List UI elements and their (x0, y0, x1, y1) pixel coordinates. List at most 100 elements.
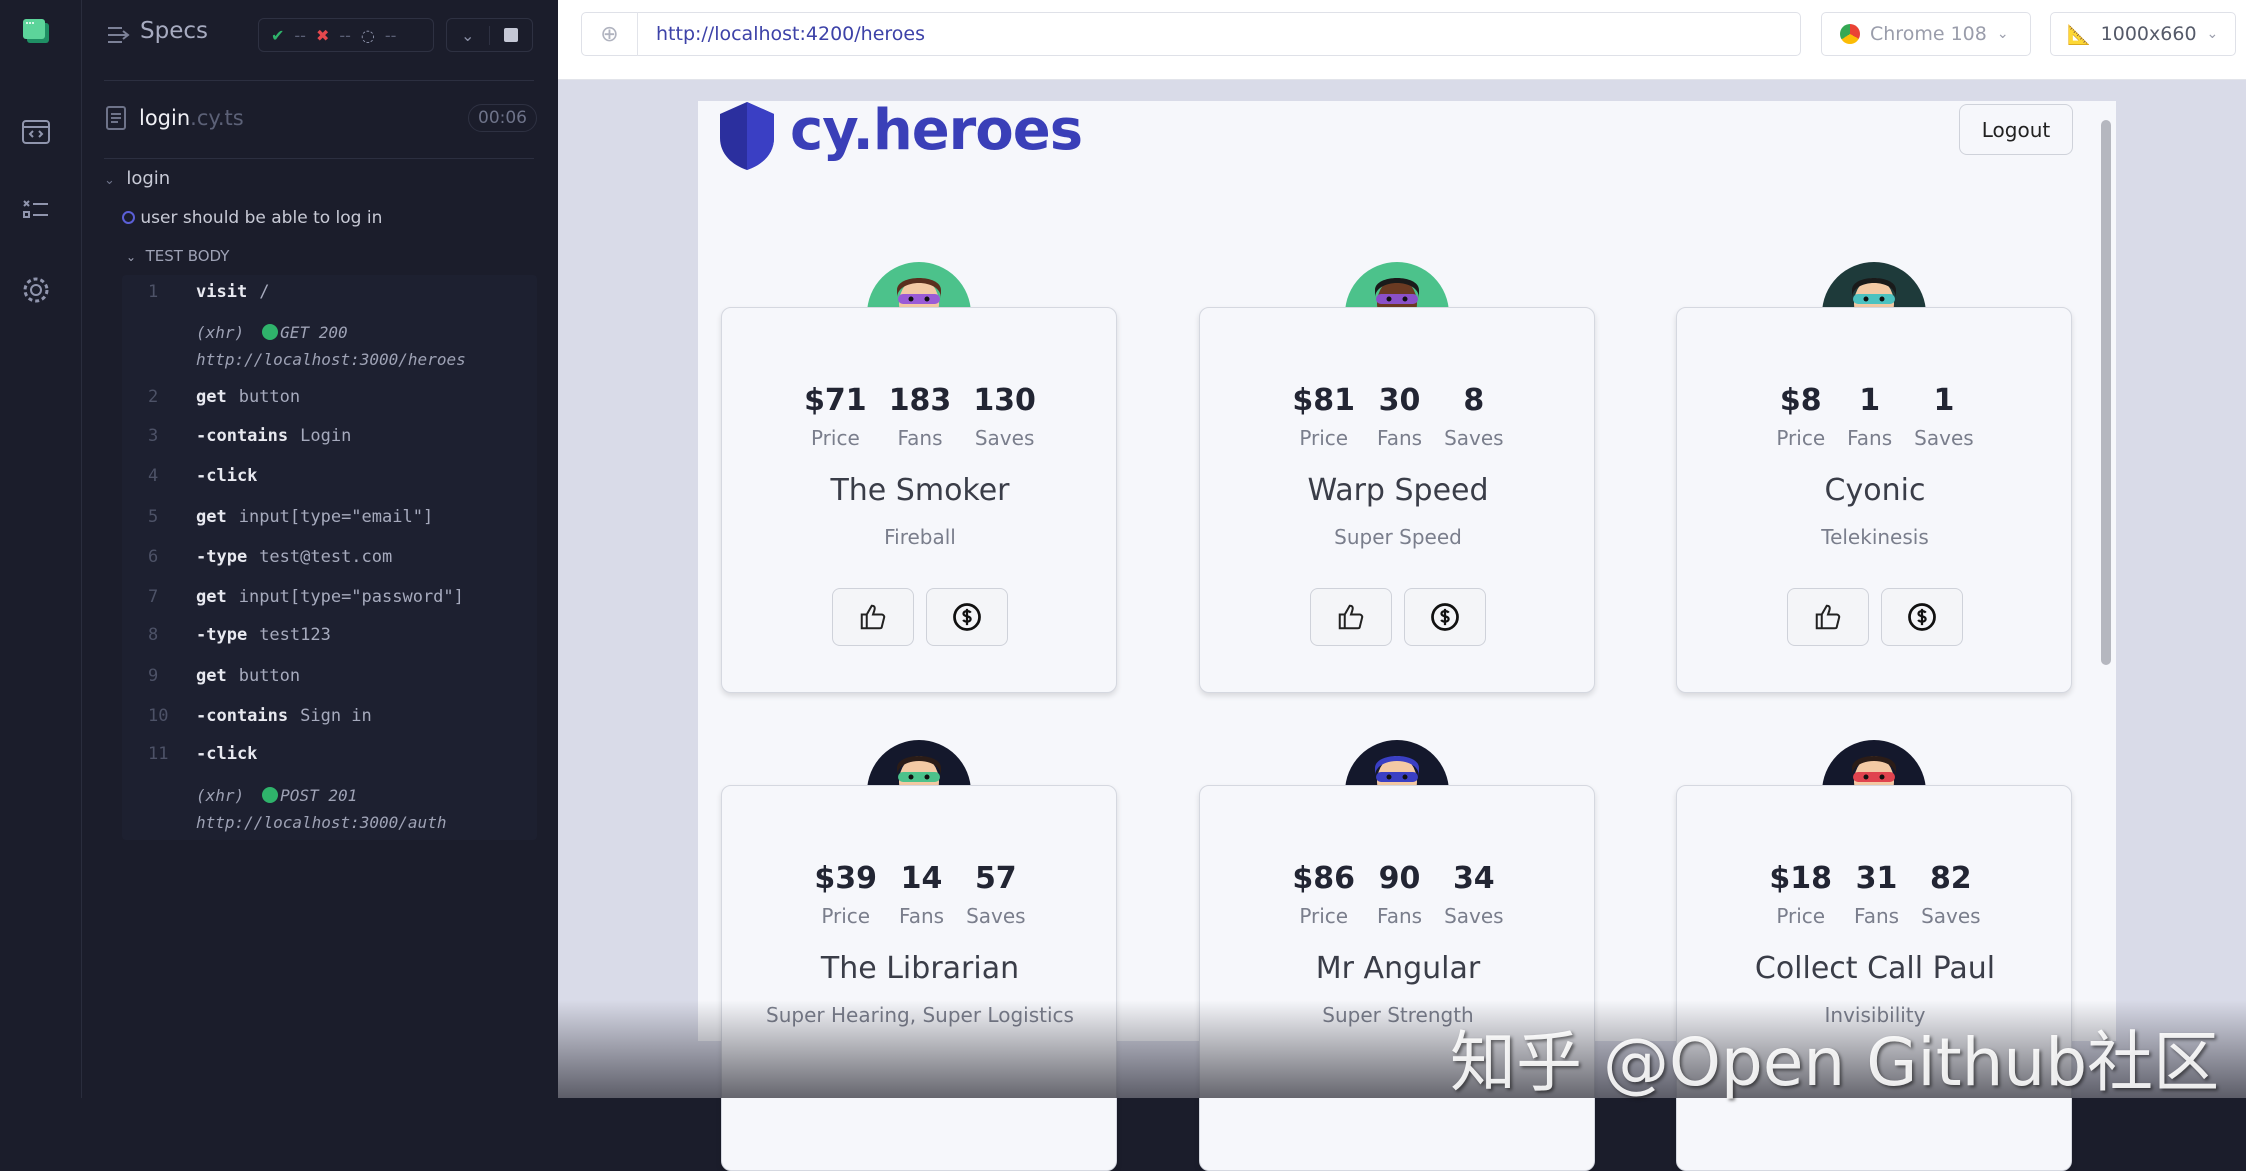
hero-card[interactable]: $81 Price 30 Fans 8 Saves Warp Speed Super … (1199, 307, 1595, 693)
line-number: 7 (148, 587, 159, 607)
app-logo-text[interactable]: cy.heroes (790, 98, 1083, 163)
hero-saves: 8 Saves (1444, 383, 1504, 450)
thumbs-up-icon (1338, 604, 1364, 630)
passed-check-icon: ✔ (271, 25, 285, 45)
thumbs-up-icon (1815, 604, 1841, 630)
chevron-down-icon[interactable]: ⌄ (447, 25, 490, 45)
menu-collapse-icon[interactable] (106, 24, 130, 46)
command-arg: Login (300, 426, 352, 446)
hero-powers: Telekinesis (1821, 525, 1929, 549)
hero-saves: 130 Saves (973, 383, 1036, 450)
command-arg: button (238, 666, 301, 686)
like-button[interactable] (832, 588, 914, 646)
cypress-logo-icon (23, 19, 49, 43)
hero-saves: 57 Saves (966, 861, 1026, 928)
hero-fans: 30 Fans (1377, 383, 1422, 450)
status-dot-icon (262, 787, 279, 803)
command-name: visit (196, 282, 248, 302)
like-button[interactable] (1310, 588, 1392, 646)
hero-saves: 1 Saves (1914, 383, 1974, 450)
status-dot-icon (262, 324, 279, 340)
command-arg: input[type="email"] (238, 507, 434, 527)
saves-label: Saves (1914, 426, 1974, 450)
failed-count: -- (339, 25, 351, 45)
suite-title: login (126, 168, 171, 189)
passed-count: -- (294, 25, 306, 45)
hero-card[interactable]: $18 Price 31 Fans 82 Saves Collect Call Pau… (1676, 785, 2072, 1171)
pending-spinner-icon: ◌ (360, 25, 375, 45)
fans-label: Fans (1377, 426, 1423, 450)
hire-button[interactable] (1881, 588, 1963, 646)
saves-label: Saves (974, 426, 1035, 450)
settings-gear-icon[interactable] (20, 274, 52, 306)
command-name: -type (196, 625, 248, 645)
viewport-select[interactable]: 📐 1000x660 ⌄ (2050, 12, 2236, 56)
like-button[interactable] (1787, 588, 1869, 646)
hire-button[interactable] (926, 588, 1008, 646)
xhr-label: (xhr) (196, 323, 245, 342)
stop-button[interactable] (490, 28, 533, 42)
xhr-url: http://localhost:3000/auth (196, 813, 447, 832)
command-name: -contains (196, 706, 289, 726)
command-name: get (196, 587, 227, 607)
saves-value: 57 (974, 861, 1017, 896)
url-bar[interactable]: ⊕ http://localhost:4200/heroes (581, 12, 1801, 56)
saves-value: 8 (1463, 383, 1485, 418)
command-name: -type (196, 547, 248, 567)
hero-fans: 14 Fans (899, 861, 944, 928)
xhr-url: http://localhost:3000/heroes (196, 350, 466, 369)
hero-price: $39 Price (814, 861, 877, 928)
saves-label: Saves (966, 904, 1026, 928)
duration-badge: 00:06 (468, 104, 537, 132)
test-item[interactable]: user should be able to log in (122, 208, 382, 228)
xhr-log[interactable]: (xhr) GET 200 (196, 323, 348, 342)
hero-name: The Smoker (830, 473, 1010, 508)
price-label: Price (821, 904, 871, 928)
hero-price: $8 Price (1776, 383, 1825, 450)
fans-label: Fans (1854, 904, 1900, 928)
price-label: Price (810, 426, 860, 450)
chevron-down-icon: ⌄ (2206, 26, 2219, 42)
browser-toolbar: ⊕ http://localhost:4200/heroes Chrome 10… (558, 0, 2246, 80)
fans-value: 31 (1855, 861, 1898, 896)
run-stats: ✔ -- ✖ -- ◌ -- (258, 18, 434, 52)
command-name: -click (196, 466, 258, 486)
xhr-log[interactable]: (xhr) POST 201 (196, 786, 357, 805)
saves-value: 130 (973, 383, 1036, 418)
hire-button[interactable] (1404, 588, 1486, 646)
fans-value: 183 (888, 383, 952, 418)
fans-value: 30 (1378, 383, 1421, 418)
hero-fans: 90 Fans (1377, 861, 1422, 928)
command-log (122, 275, 537, 840)
line-number: 2 (148, 387, 159, 407)
chevron-down-icon: ⌄ (1996, 26, 2009, 42)
scrollbar[interactable] (2101, 120, 2111, 665)
runs-nav-icon[interactable] (20, 194, 52, 226)
test-body-section[interactable]: ⌄ TEST BODY (126, 247, 229, 265)
specs-nav-icon[interactable] (20, 116, 52, 148)
hero-name: Collect Call Paul (1754, 951, 1996, 986)
line-number: 10 (148, 706, 169, 726)
selector-playground-icon[interactable]: ⊕ (582, 12, 638, 56)
hero-card[interactable]: $8 Price 1 Fans 1 Saves Cyonic Telekinesis (1676, 307, 2072, 693)
logout-button[interactable]: Logout (1959, 104, 2073, 155)
file-icon (106, 106, 126, 130)
line-number: 6 (148, 547, 159, 567)
hero-card[interactable]: $71 Price 183 Fans 130 Saves The Smoker Fir… (721, 307, 1117, 693)
suite-login[interactable]: ⌄ login (104, 168, 170, 189)
chevron-down-icon: ⌄ (104, 173, 115, 188)
price-value: $71 (804, 383, 867, 418)
hero-name: Warp Speed (1307, 473, 1489, 508)
price-value: $81 (1292, 383, 1356, 418)
browser-name: Chrome 108 (1870, 23, 1987, 45)
browser-select[interactable]: Chrome 108 ⌄ (1821, 12, 2031, 56)
divider (104, 80, 534, 81)
dollar-coin-icon (1908, 603, 1936, 631)
hero-powers: Super Speed (1334, 525, 1462, 549)
spec-file-name[interactable]: login.cy.ts (139, 106, 244, 130)
running-spinner-icon (122, 211, 135, 224)
fans-label: Fans (899, 904, 945, 928)
viewport-size: 1000x660 (2100, 23, 2197, 45)
